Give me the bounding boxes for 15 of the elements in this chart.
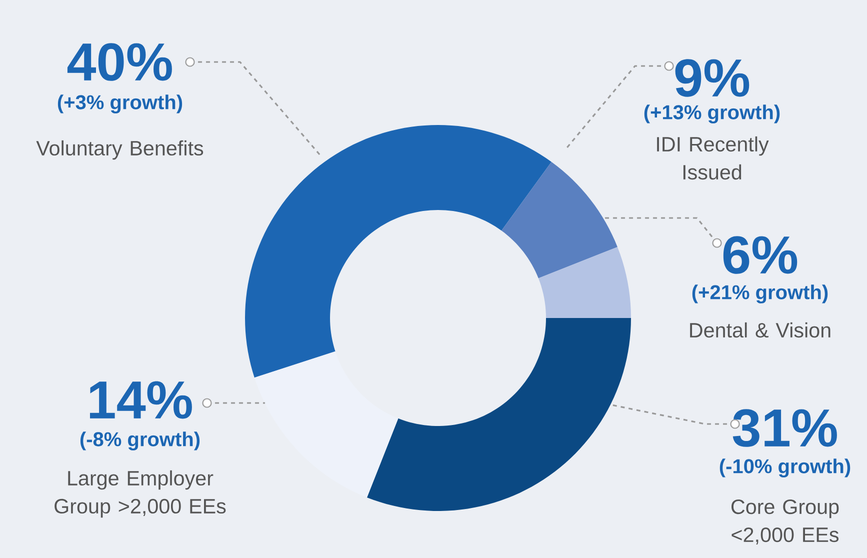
data-label: 31% <box>732 409 837 447</box>
slice-label: IDI Recently Issued <box>657 136 769 180</box>
slice-label: Large Employer Group >2,000 EEs <box>54 470 226 518</box>
slice-label: Core Group <2,000 EEs <box>731 499 839 545</box>
text: (-10% growth) <box>720 458 850 478</box>
text: (+3% growth) <box>58 94 182 114</box>
data-label: 9% <box>675 59 750 97</box>
slice-label: Dental & Vision <box>690 322 830 338</box>
text: (+13% growth) <box>644 104 780 124</box>
data-label: 6% <box>723 236 798 274</box>
text: (-8% growth) <box>80 432 200 450</box>
data-label: 14% <box>90 381 192 419</box>
data-label: 40% <box>67 43 172 81</box>
text: (+21% growth) <box>692 284 828 304</box>
slice-label: Voluntary Benefits <box>36 140 204 160</box>
